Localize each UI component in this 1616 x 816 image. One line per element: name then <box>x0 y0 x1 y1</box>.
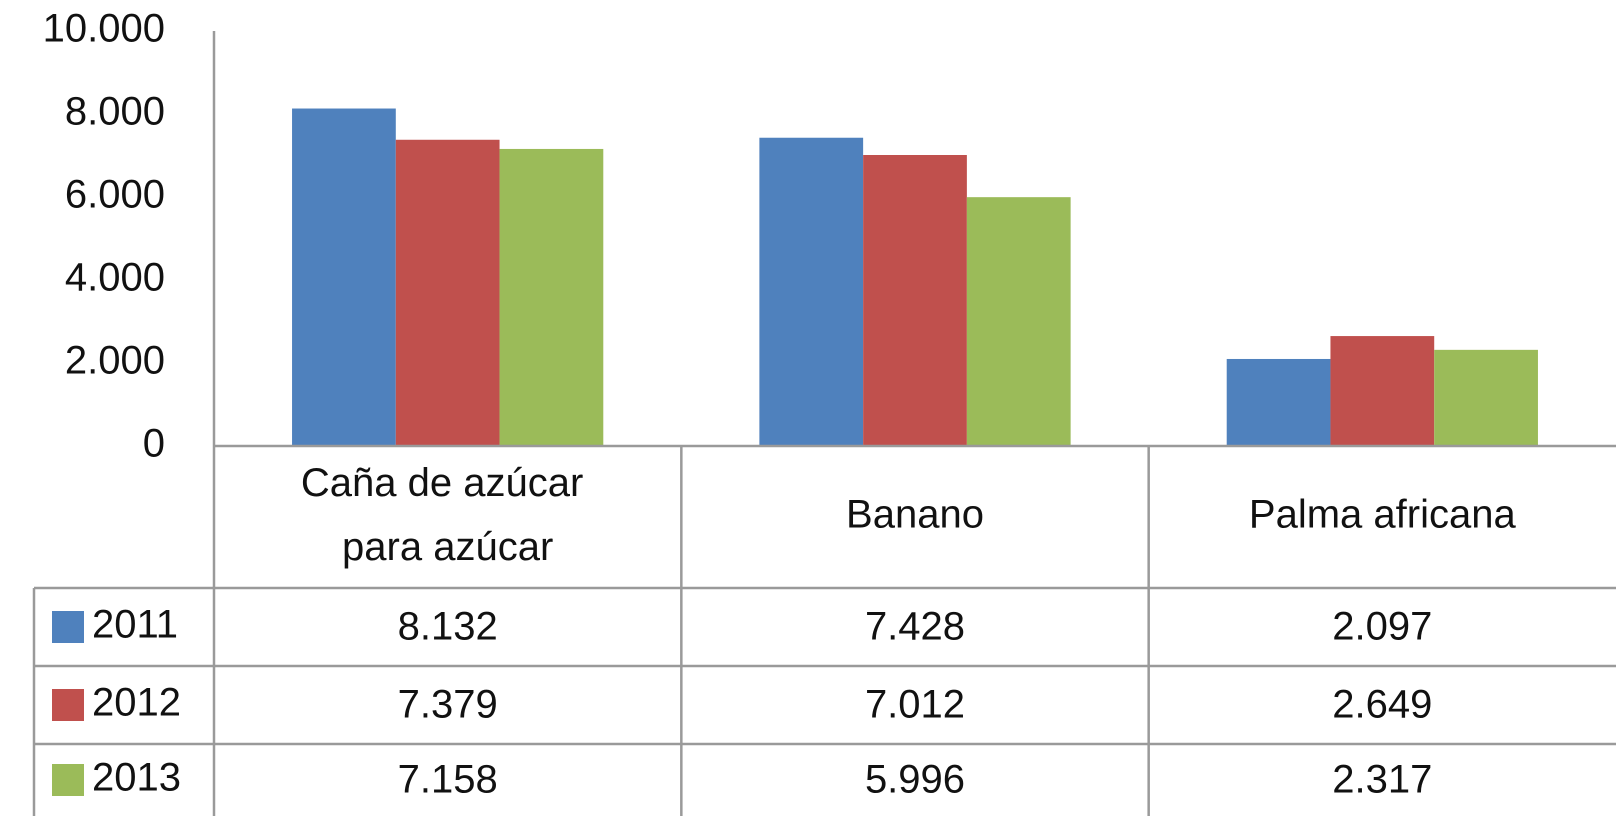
data-label: 7.428 <box>865 605 965 649</box>
data-label: 5.996 <box>865 758 965 802</box>
data-label: 7.379 <box>398 683 498 727</box>
y-tick-label: 8.000 <box>65 90 165 134</box>
bar <box>499 148 604 446</box>
x-tick-label: Caña de azúcar para azúcar <box>301 461 595 569</box>
bar <box>863 155 967 446</box>
data-label: 7.158 <box>398 758 498 802</box>
y-tick-label: 10.000 <box>43 7 165 51</box>
y-tick-label: 6.000 <box>65 173 165 217</box>
legend-label: 2013 <box>92 756 181 800</box>
bar <box>1434 349 1538 446</box>
y-tick-label: 0 <box>143 422 165 466</box>
data-label: 8.132 <box>398 605 498 649</box>
bar <box>1330 336 1435 446</box>
legend-swatch <box>52 764 84 796</box>
bar <box>966 197 1071 446</box>
legend-swatch <box>52 689 84 721</box>
data-label: 2.649 <box>1332 683 1432 727</box>
legend-label: 2011 <box>92 603 178 647</box>
bar <box>395 139 500 447</box>
bar <box>292 108 396 446</box>
y-tick-label: 2.000 <box>65 339 165 383</box>
x-tick-label: Palma africana <box>1249 493 1517 537</box>
legend-label: 2012 <box>92 681 181 725</box>
data-label: 2.317 <box>1332 758 1432 802</box>
data-label: 2.097 <box>1332 605 1432 649</box>
x-tick-label: Banano <box>846 493 984 537</box>
bar <box>1226 358 1331 446</box>
bar <box>759 137 864 446</box>
data-label: 7.012 <box>865 683 965 727</box>
y-tick-label: 4.000 <box>65 256 165 300</box>
legend-swatch <box>52 611 84 643</box>
